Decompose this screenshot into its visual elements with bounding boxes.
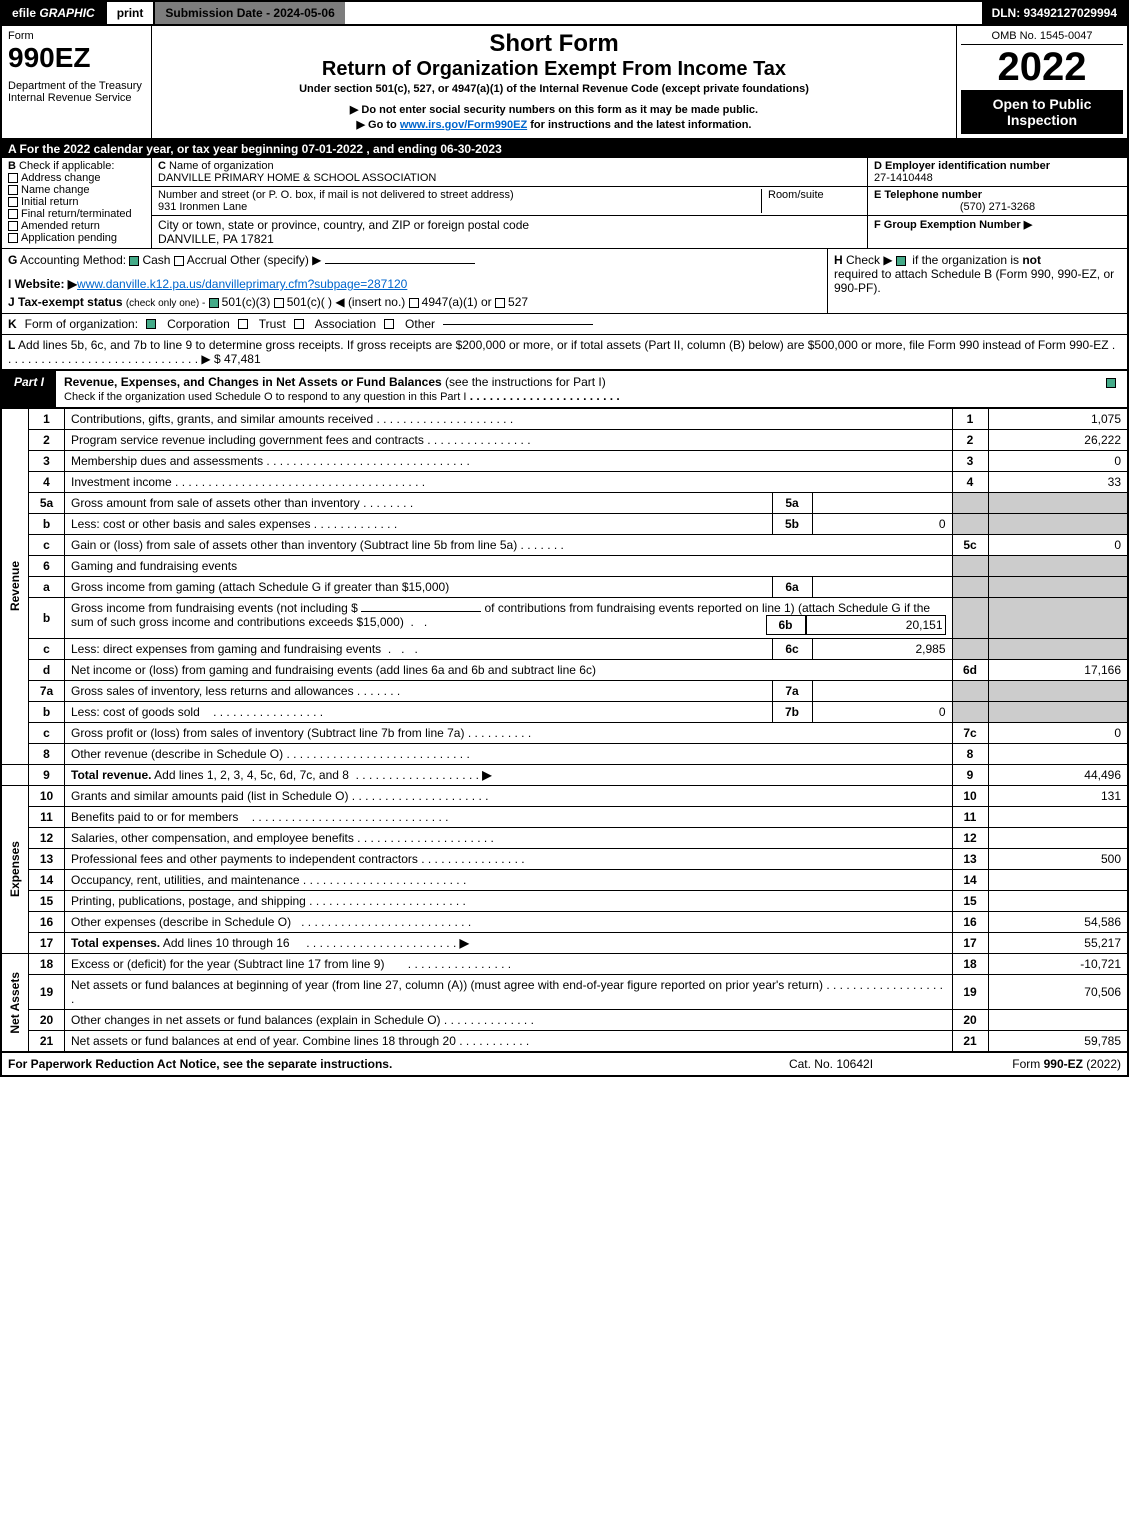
accrual-check[interactable] xyxy=(174,256,184,266)
part1-table: Revenue 1Contributions, gifts, grants, a… xyxy=(0,408,1129,1052)
line-2-value: 26,222 xyxy=(988,430,1128,451)
revenue-label: Revenue xyxy=(8,561,22,611)
4947-check[interactable] xyxy=(409,298,419,308)
address-change-check[interactable]: Address change xyxy=(21,172,101,184)
application-pending-check[interactable]: Application pending xyxy=(21,232,117,244)
print-button[interactable]: print xyxy=(107,2,156,24)
line-11-value xyxy=(988,807,1128,828)
org-name: DANVILLE PRIMARY HOME & SCHOOL ASSOCIATI… xyxy=(158,172,436,184)
line-5c-value: 0 xyxy=(988,535,1128,556)
initial-return-check[interactable]: Initial return xyxy=(21,196,78,208)
open-inspection: Open to Public Inspection xyxy=(961,90,1123,134)
line-9-value: 44,496 xyxy=(988,765,1128,786)
goto-line: ▶ Go to www.irs.gov/Form990EZ for instru… xyxy=(156,118,952,131)
line-14-value xyxy=(988,870,1128,891)
line-7a-value xyxy=(812,681,952,702)
efile-label: efile GRAPHIC xyxy=(2,2,107,24)
line-16-value: 54,586 xyxy=(988,912,1128,933)
cash-check[interactable] xyxy=(129,256,139,266)
omb-number: OMB No. 1545-0047 xyxy=(961,30,1123,45)
line-13-value: 500 xyxy=(988,849,1128,870)
line-7b-value: 0 xyxy=(812,702,952,723)
irs-link[interactable]: www.irs.gov/Form990EZ xyxy=(400,119,527,131)
city-state-zip: DANVILLE, PA 17821 xyxy=(158,232,274,246)
line-12-value xyxy=(988,828,1128,849)
top-bar: efile GRAPHIC print Submission Date - 20… xyxy=(0,0,1129,26)
ssn-warning: ▶ Do not enter social security numbers o… xyxy=(156,103,952,116)
assoc-check[interactable] xyxy=(294,319,304,329)
row-a-tax-year: A For the 2022 calendar year, or tax yea… xyxy=(0,140,1129,158)
submission-date: Submission Date - 2024-05-06 xyxy=(155,2,344,24)
form-header: Form 990EZ Department of the Treasury In… xyxy=(0,26,1129,140)
part1-schedule-o-check[interactable] xyxy=(1106,378,1116,388)
row-l: L Add lines 5b, 6c, and 7b to line 9 to … xyxy=(0,335,1129,370)
501c-check[interactable] xyxy=(274,298,284,308)
other-org-check[interactable] xyxy=(384,319,394,329)
row-g-h: G Accounting Method: Cash Accrual Other … xyxy=(0,249,1129,314)
final-return-check[interactable]: Final return/terminated xyxy=(21,208,132,220)
line-1-value: 1,075 xyxy=(988,409,1128,430)
line-7c-value: 0 xyxy=(988,723,1128,744)
line-6a-value xyxy=(812,577,952,598)
phone: (570) 271-3268 xyxy=(874,201,1121,213)
line-8-value xyxy=(988,744,1128,765)
group-exemption: F Group Exemption Number ▶ xyxy=(874,219,1032,231)
line-15-value xyxy=(988,891,1128,912)
short-form-title: Short Form xyxy=(156,30,952,58)
irs-label: Internal Revenue Service xyxy=(8,92,145,104)
line-3-value: 0 xyxy=(988,451,1128,472)
line-5b-value: 0 xyxy=(812,514,952,535)
line-6d-value: 17,166 xyxy=(988,660,1128,681)
return-title: Return of Organization Exempt From Incom… xyxy=(156,58,952,81)
line-6c-value: 2,985 xyxy=(812,639,952,660)
line-19-value: 70,506 xyxy=(988,975,1128,1010)
dept-label: Department of the Treasury xyxy=(8,80,145,92)
line-10-value: 131 xyxy=(988,786,1128,807)
line-21-value: 59,785 xyxy=(988,1031,1128,1052)
line-18-value: -10,721 xyxy=(988,954,1128,975)
dln: DLN: 93492127029994 xyxy=(982,2,1127,24)
street-address: 931 Ironmen Lane xyxy=(158,201,247,213)
501c3-check[interactable] xyxy=(209,298,219,308)
part-1-header: Part I Revenue, Expenses, and Changes in… xyxy=(0,370,1129,408)
line-6b-value: 20,151 xyxy=(806,615,946,635)
line-17-value: 55,217 xyxy=(988,933,1128,954)
gross-receipts: ▶ $ 47,481 xyxy=(201,352,260,366)
amended-return-check[interactable]: Amended return xyxy=(21,220,100,232)
corp-check[interactable] xyxy=(146,319,156,329)
tax-year: 2022 xyxy=(961,45,1123,90)
line-20-value xyxy=(988,1010,1128,1031)
form-number: 990EZ xyxy=(8,42,145,74)
under-section: Under section 501(c), 527, or 4947(a)(1)… xyxy=(156,83,952,95)
line-5a-value xyxy=(812,493,952,514)
room-suite: Room/suite xyxy=(761,189,861,213)
form-label: Form xyxy=(8,30,145,42)
expenses-label: Expenses xyxy=(8,841,22,897)
row-k: K Form of organization: Corporation Trus… xyxy=(0,314,1129,335)
527-check[interactable] xyxy=(495,298,505,308)
section-b-to-f: B Check if applicable: Address change Na… xyxy=(0,158,1129,249)
net-assets-label: Net Assets xyxy=(8,972,22,1034)
website-link[interactable]: www.danville.k12.pa.us/danvilleprimary.c… xyxy=(77,277,407,291)
line-4-value: 33 xyxy=(988,472,1128,493)
trust-check[interactable] xyxy=(238,319,248,329)
page-footer: For Paperwork Reduction Act Notice, see … xyxy=(0,1052,1129,1077)
ein: 27-1410448 xyxy=(874,172,933,184)
schedule-b-check[interactable] xyxy=(896,256,906,266)
name-change-check[interactable]: Name change xyxy=(21,184,90,196)
